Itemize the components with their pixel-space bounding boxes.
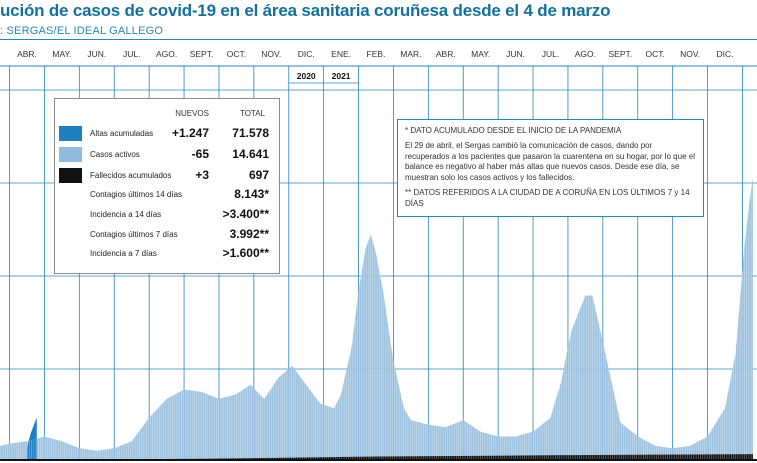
note-methodology: El 29 de abril, el Sergas cambió la comu… [405, 141, 695, 182]
legend-label: Incidencia a 14 días [90, 210, 162, 219]
legend-header-nuevos: NUEVOS [175, 109, 209, 118]
legend-row-incidencia-14: Incidencia a 14 días >3.400** [55, 207, 279, 225]
legend-label: Contagios últimos 7 días [90, 230, 178, 239]
year-label: 2020 [297, 71, 316, 81]
month-tick-label: SEPT. [190, 49, 214, 59]
legend-label: Casos activos [90, 150, 140, 159]
month-tick-label: OCT. [227, 49, 246, 59]
legend-label: Incidencia a 7 días [90, 249, 157, 258]
legend-nuevos: +3 [195, 168, 209, 182]
legend-row-contagios-7: Contagios últimos 7 días 3.992** [55, 227, 279, 245]
month-tick-label: JUN. [87, 49, 106, 59]
legend-total: 3.992** [229, 227, 269, 241]
month-tick-label: MAY. [52, 49, 71, 59]
altas-swatch [59, 126, 82, 141]
legend-total: 14.641 [232, 147, 269, 161]
legend-total: 8.143* [234, 187, 269, 201]
month-tick-label: MAY. [471, 49, 490, 59]
legend-nuevos: -65 [191, 147, 209, 161]
month-header: ABR. MAY. JUN. JUL. AGO. SEPT. OCT. NOV. DIC. ENE… [0, 40, 757, 67]
covid-area-chart: ABR. MAY. JUN. JUL. AGO. SEPT. OCT. NOV. DIC. ENE… [0, 40, 757, 461]
month-tick-label: OCT. [646, 49, 665, 59]
month-tick-label: SEPT. [608, 49, 632, 59]
month-tick-label: ABR. [17, 49, 37, 59]
legend-row-altas: Altas acumuladas +1.247 71.578 [55, 126, 279, 144]
legend-total: >1.600** [222, 246, 269, 260]
chart-grid [0, 42, 757, 460]
fallecidos-swatch [59, 168, 82, 183]
year-labels: 2020 2021 [288, 71, 359, 84]
legend-label: Contagios últimos 14 días [90, 190, 183, 199]
legend-label: Fallecidos acumulados [90, 171, 172, 180]
month-tick-label: AGO. [575, 49, 596, 59]
note-accumulated: * DATO ACUMULADO DESDE EL INICIO DE LA P… [405, 126, 622, 135]
month-tick-label: ABR. [436, 49, 456, 59]
month-tick-label: JUN. [506, 49, 525, 59]
notes-panel: * DATO ACUMULADO DESDE EL INICIO DE LA P… [397, 119, 704, 217]
legend-row-contagios-14: Contagios últimos 14 días 8.143* [55, 187, 279, 205]
legend-row-activos: Casos activos -65 14.641 [55, 147, 279, 165]
source-credit: : SERGAS/EL IDEAL GALLEGO [0, 25, 164, 37]
legend-total: 697 [248, 168, 269, 182]
legend-label: Altas acumuladas [90, 129, 154, 138]
activos-area [0, 178, 753, 460]
legend-row-incidencia-7: Incidencia a 7 días >1.600** [55, 246, 279, 264]
month-tick-label: AGO. [156, 49, 177, 59]
month-tick-label: JUL. [123, 49, 140, 59]
month-tick-label: FEB. [367, 49, 386, 59]
fallecidos-area [0, 454, 753, 460]
year-label: 2021 [332, 71, 351, 81]
legend-panel: NUEVOS TOTAL Altas acumuladas +1.247 71.… [54, 98, 280, 274]
month-tick-label: NOV. [680, 49, 700, 59]
legend-header-total: TOTAL [239, 109, 265, 118]
month-tick-label: JUL. [542, 49, 559, 59]
month-tick-label: ENE. [331, 49, 351, 59]
month-tick-label: MAR. [400, 49, 421, 59]
activos-swatch [59, 147, 82, 162]
note-city-data: ** DATOS REFERIDOS A LA CIUDAD DE A CORU… [405, 188, 690, 208]
title-divider [0, 39, 757, 40]
chart-title: ución de casos de covid-19 en el área sa… [0, 1, 611, 20]
legend-nuevos: +1.247 [171, 126, 209, 140]
chart-areas [0, 178, 757, 461]
month-header-band [0, 40, 757, 66]
legend-row-fallecidos: Fallecidos acumulados +3 697 [55, 168, 279, 186]
month-tick-label: DIC. [717, 49, 734, 59]
legend-total: >3.400** [222, 207, 269, 221]
month-tick-label: DIC. [298, 49, 315, 59]
month-tick-label: NOV. [261, 49, 281, 59]
legend-total: 71.578 [232, 126, 269, 140]
